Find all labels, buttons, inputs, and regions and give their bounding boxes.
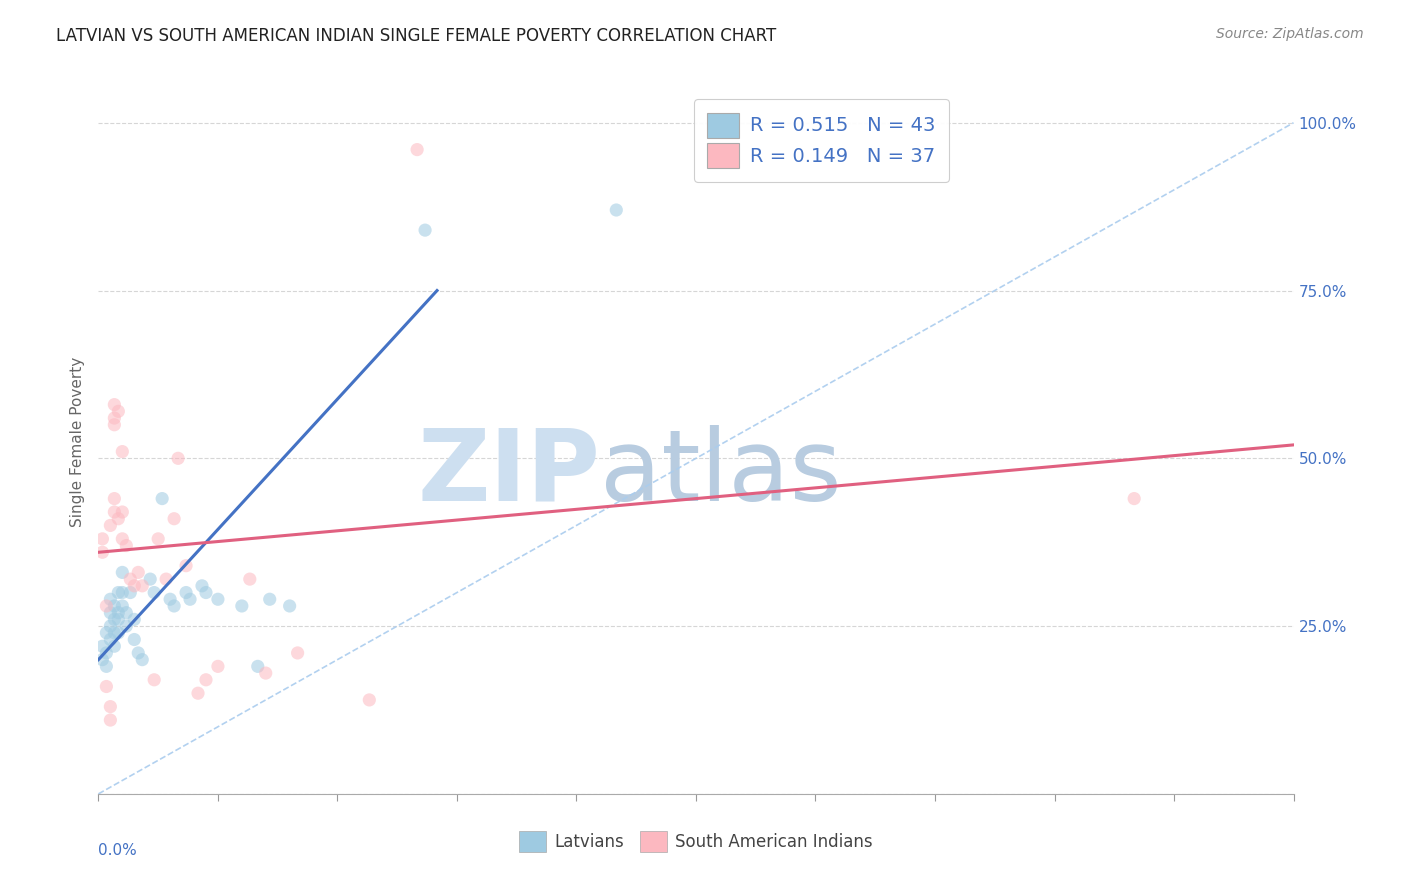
Text: 0.0%: 0.0% xyxy=(98,843,138,858)
Point xyxy=(103,639,125,653)
Point xyxy=(98,699,122,714)
Point xyxy=(103,398,125,412)
Text: ZIP: ZIP xyxy=(418,425,600,522)
Point xyxy=(155,572,177,586)
Point xyxy=(96,599,118,613)
Point xyxy=(111,532,134,546)
Point xyxy=(239,572,262,586)
Point xyxy=(143,673,166,687)
Point xyxy=(115,619,138,633)
Point xyxy=(107,606,129,620)
Point xyxy=(259,592,281,607)
Point xyxy=(91,532,114,546)
Point xyxy=(91,639,114,653)
Point xyxy=(413,223,436,237)
Point xyxy=(127,646,149,660)
Point xyxy=(1123,491,1146,506)
Legend: Latvians, South American Indians: Latvians, South American Indians xyxy=(519,831,873,853)
Point xyxy=(143,585,166,599)
Point xyxy=(174,585,197,599)
Point xyxy=(98,592,122,607)
Point xyxy=(107,512,129,526)
Point xyxy=(174,558,197,573)
Point xyxy=(278,599,301,613)
Point xyxy=(115,606,138,620)
Point xyxy=(107,612,129,626)
Point xyxy=(103,417,125,432)
Point xyxy=(148,532,170,546)
Point xyxy=(111,444,134,458)
Point xyxy=(131,653,153,667)
Point xyxy=(115,539,138,553)
Point xyxy=(150,491,173,506)
Point xyxy=(98,713,122,727)
Point xyxy=(207,659,229,673)
Point xyxy=(231,599,253,613)
Point xyxy=(124,612,146,626)
Point xyxy=(120,572,142,586)
Point xyxy=(191,579,214,593)
Point xyxy=(96,625,118,640)
Point xyxy=(167,451,190,466)
Point xyxy=(359,693,381,707)
Point xyxy=(98,619,122,633)
Point xyxy=(406,143,429,157)
Point xyxy=(103,625,125,640)
Point xyxy=(98,518,122,533)
Point xyxy=(163,512,186,526)
Point xyxy=(124,632,146,647)
Text: Source: ZipAtlas.com: Source: ZipAtlas.com xyxy=(1216,27,1364,41)
Point xyxy=(107,585,129,599)
Point xyxy=(103,411,125,425)
Point xyxy=(111,505,134,519)
Point xyxy=(103,505,125,519)
Point xyxy=(103,599,125,613)
Point xyxy=(287,646,309,660)
Point xyxy=(207,592,229,607)
Point xyxy=(163,599,186,613)
Point xyxy=(98,606,122,620)
Point xyxy=(96,659,118,673)
Point xyxy=(179,592,201,607)
Point xyxy=(120,585,142,599)
Point xyxy=(159,592,181,607)
Point xyxy=(254,666,277,681)
Y-axis label: Single Female Poverty: Single Female Poverty xyxy=(69,357,84,526)
Point xyxy=(187,686,209,700)
Point xyxy=(91,653,114,667)
Point xyxy=(111,566,134,580)
Point xyxy=(91,545,114,559)
Point xyxy=(127,566,149,580)
Point xyxy=(103,612,125,626)
Point xyxy=(111,599,134,613)
Point xyxy=(103,491,125,506)
Text: atlas: atlas xyxy=(600,425,842,522)
Point xyxy=(111,585,134,599)
Text: LATVIAN VS SOUTH AMERICAN INDIAN SINGLE FEMALE POVERTY CORRELATION CHART: LATVIAN VS SOUTH AMERICAN INDIAN SINGLE … xyxy=(56,27,776,45)
Point xyxy=(195,585,218,599)
Point xyxy=(139,572,162,586)
Point xyxy=(96,646,118,660)
Point xyxy=(195,673,218,687)
Point xyxy=(107,625,129,640)
Point xyxy=(96,680,118,694)
Point xyxy=(124,579,146,593)
Point xyxy=(107,404,129,418)
Point xyxy=(98,632,122,647)
Point xyxy=(246,659,269,673)
Point xyxy=(131,579,153,593)
Point xyxy=(605,202,627,217)
